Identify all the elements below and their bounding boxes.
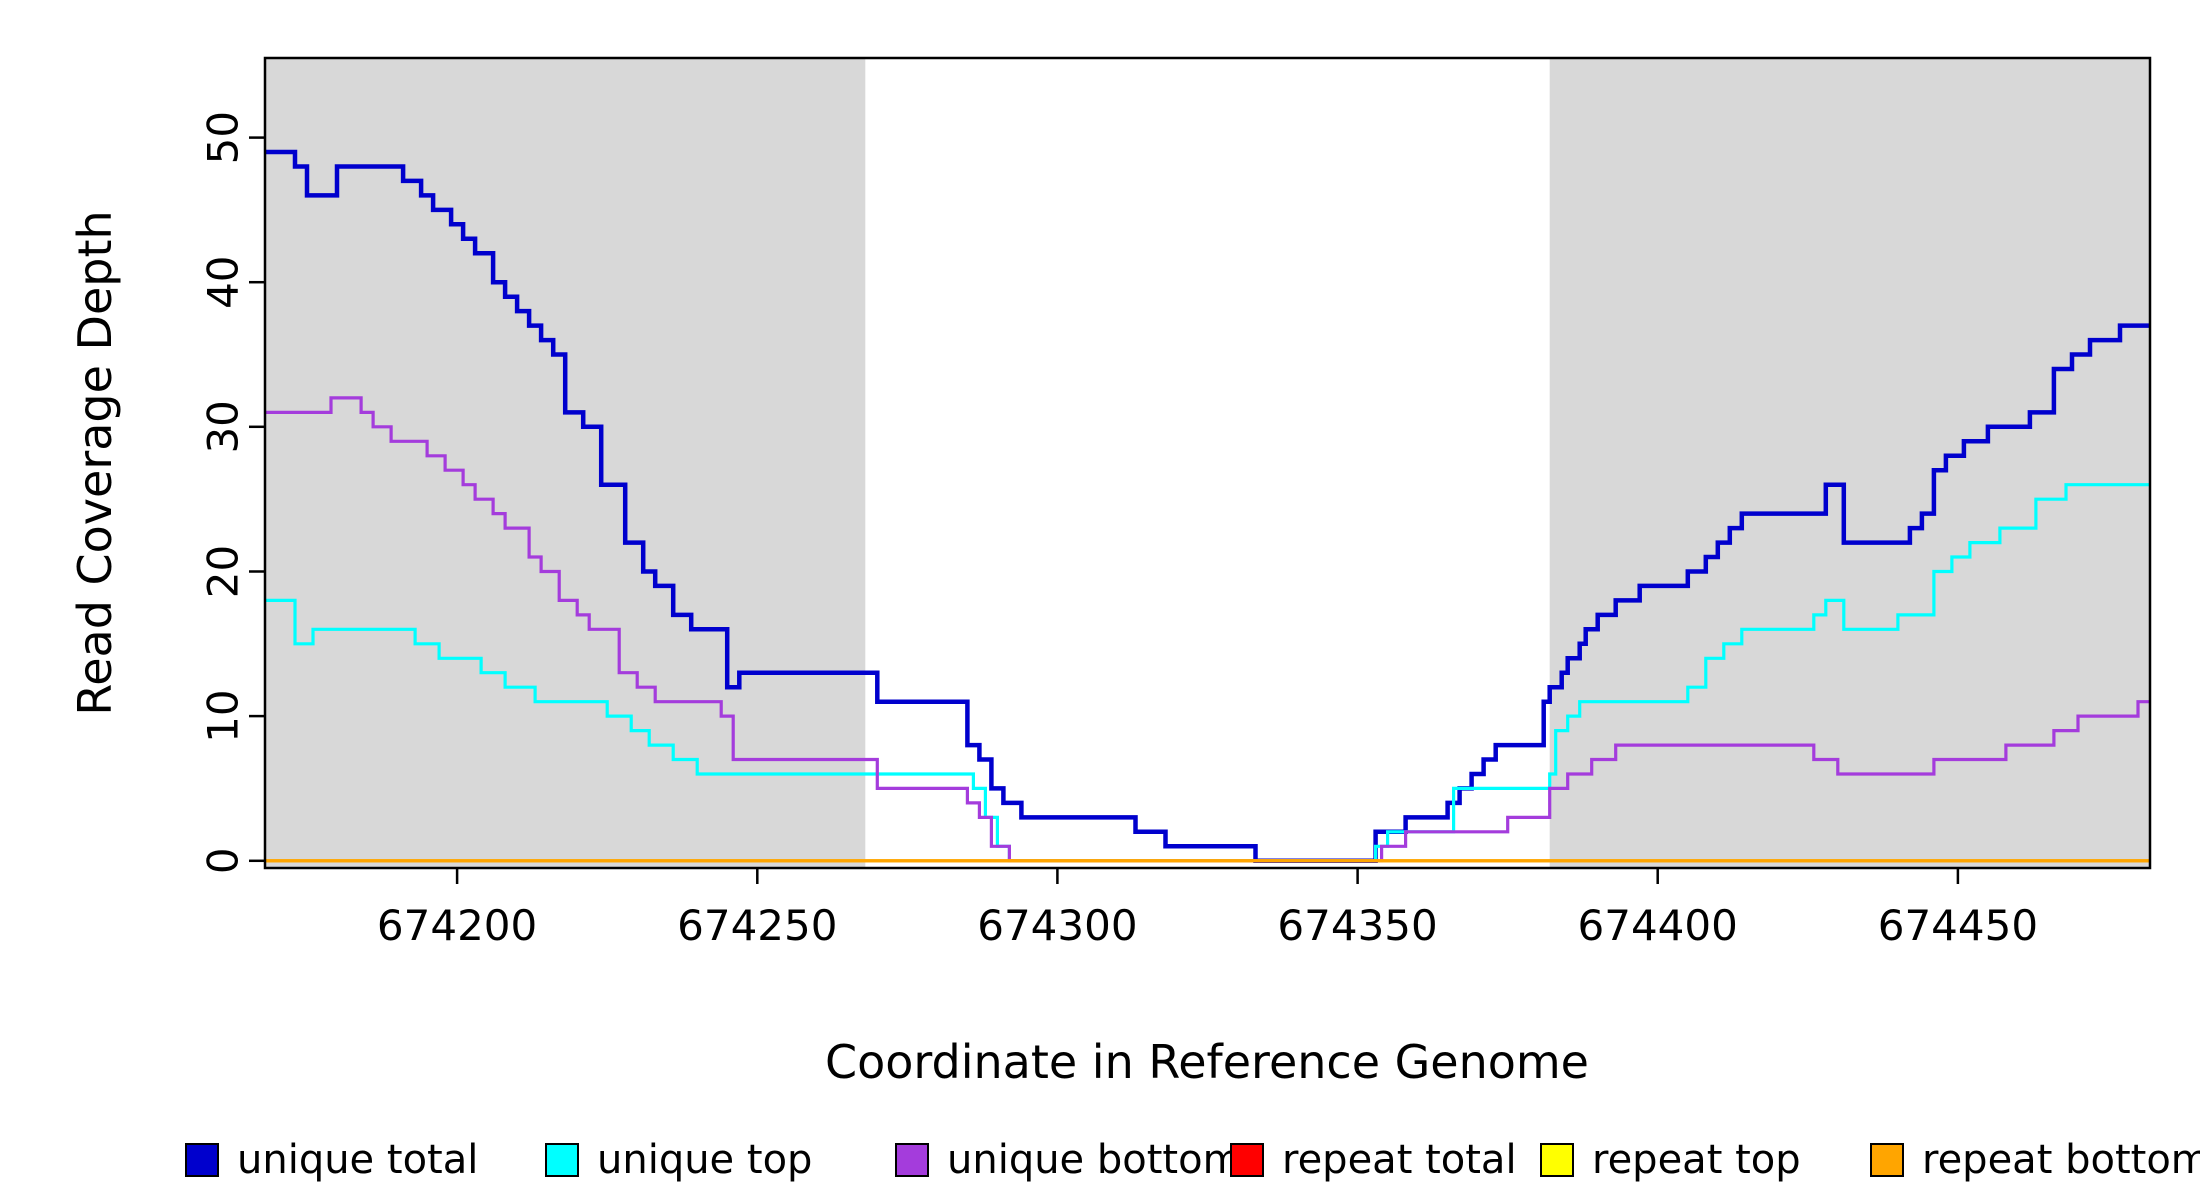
legend-swatch-repeat-bottom bbox=[1870, 1143, 1904, 1177]
legend-item-repeat-top: repeat top bbox=[1540, 1128, 1801, 1192]
x-tick-label: 674300 bbox=[977, 901, 1137, 950]
x-tick-label: 674350 bbox=[1277, 901, 1437, 950]
legend-item-unique-top: unique top bbox=[545, 1128, 812, 1192]
y-tick-label: 40 bbox=[199, 255, 248, 308]
x-tick-label: 674400 bbox=[1578, 901, 1738, 950]
legend-item-repeat-bottom: repeat bottom bbox=[1870, 1128, 2200, 1192]
series-unique-bottom-line bbox=[265, 396, 2150, 863]
x-tick-label: 674200 bbox=[377, 901, 537, 950]
series-unique-total-line bbox=[265, 149, 2150, 864]
legend-label: repeat top bbox=[1592, 1137, 1801, 1183]
y-tick-label: 20 bbox=[199, 545, 248, 598]
y-tick-label: 30 bbox=[199, 400, 248, 453]
legend-label: unique total bbox=[237, 1137, 479, 1183]
legend-label: repeat total bbox=[1282, 1137, 1517, 1183]
legend-item-repeat-total: repeat total bbox=[1230, 1128, 1517, 1192]
x-tick-label: 674250 bbox=[677, 901, 837, 950]
x-tick-label: 674450 bbox=[1878, 901, 2038, 950]
legend-item-unique-bottom: unique bottom bbox=[895, 1128, 1242, 1192]
legend-swatch-unique-top bbox=[545, 1143, 579, 1177]
legend-swatch-unique-bottom bbox=[895, 1143, 929, 1177]
y-tick-label: 50 bbox=[199, 111, 248, 164]
x-axis-title: Coordinate in Reference Genome bbox=[825, 1035, 1589, 1089]
legend-label: repeat bottom bbox=[1922, 1137, 2200, 1183]
y-axis-title: Read Coverage Depth bbox=[68, 210, 122, 716]
y-tick-label: 10 bbox=[199, 689, 248, 742]
y-tick-label: 0 bbox=[199, 847, 248, 874]
plot-frame bbox=[263, 56, 2152, 870]
legend-item-unique-total: unique total bbox=[185, 1128, 478, 1192]
shaded-region-2 bbox=[1549, 58, 2150, 868]
legend-label: unique top bbox=[597, 1137, 813, 1183]
legend-label: unique bottom bbox=[947, 1137, 1242, 1183]
legend: unique total unique top unique bottom repea… bbox=[0, 1128, 2200, 1192]
legend-swatch-repeat-top bbox=[1540, 1143, 1574, 1177]
shaded-region-1 bbox=[265, 58, 866, 868]
legend-swatch-repeat-total bbox=[1230, 1143, 1264, 1177]
legend-swatch-unique-total bbox=[185, 1143, 219, 1177]
